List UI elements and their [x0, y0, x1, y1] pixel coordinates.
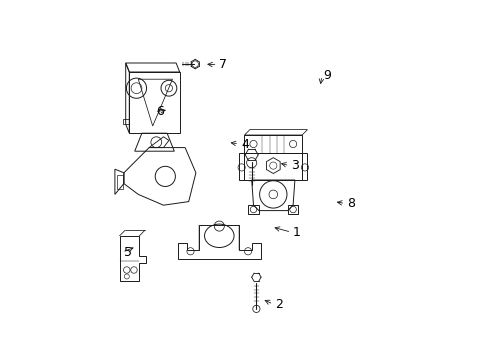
Bar	[244, 135, 302, 153]
Text: 7: 7	[219, 58, 227, 71]
Text: 2: 2	[275, 298, 283, 311]
Text: 3: 3	[291, 159, 299, 172]
Text: 4: 4	[241, 138, 248, 150]
Text: 6: 6	[156, 105, 164, 118]
Text: 5: 5	[123, 246, 132, 258]
Text: 8: 8	[346, 197, 354, 210]
Text: 9: 9	[323, 69, 331, 82]
Bar	[244, 153, 302, 180]
Bar	[117, 175, 123, 189]
Text: 1: 1	[292, 226, 300, 239]
